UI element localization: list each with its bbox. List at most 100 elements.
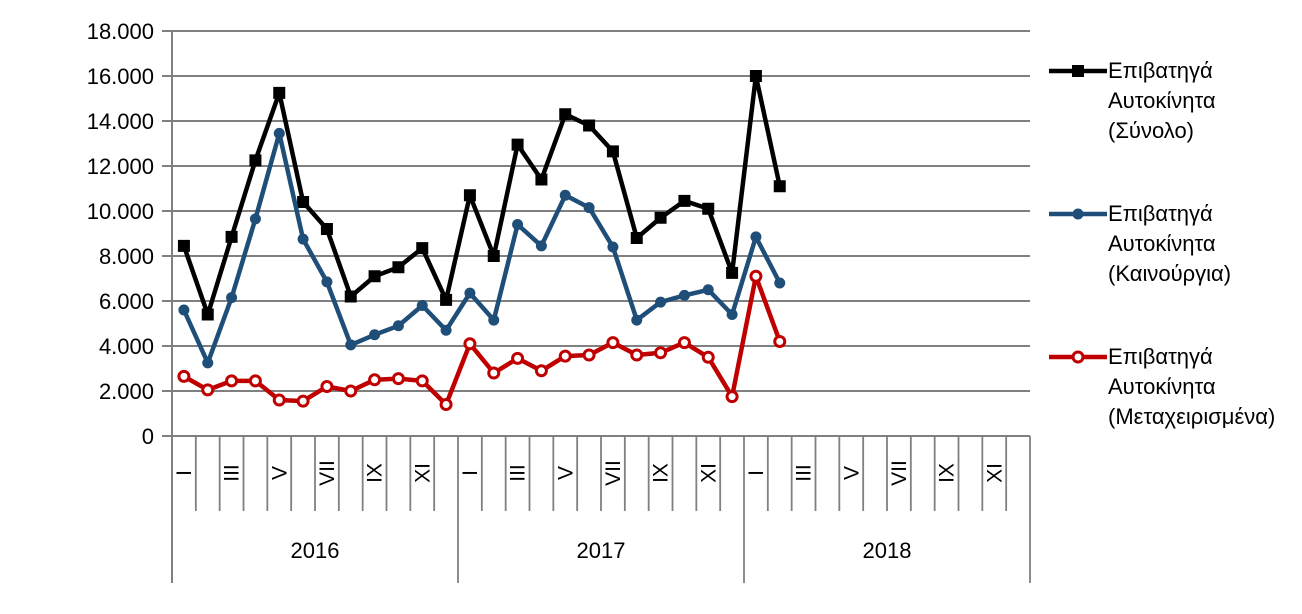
data-point-open-circle xyxy=(487,366,501,380)
legend-label-line: Αυτοκίνητα xyxy=(1108,231,1216,256)
legend-label-line: Επιβατηγά xyxy=(1108,344,1213,369)
data-point-square xyxy=(606,145,619,158)
legend-marker-glyph xyxy=(1049,65,1107,77)
series-used xyxy=(177,269,787,411)
year-label: 2016 xyxy=(291,538,340,563)
data-point-circle xyxy=(202,357,214,369)
data-point-open-circle xyxy=(415,374,429,388)
data-point-circle xyxy=(369,329,381,341)
legend-entry-total: Επιβατηγά Αυτοκίνητα (Σύνολο) xyxy=(1048,56,1298,146)
legend-marker-new-circle-icon xyxy=(1048,202,1108,226)
data-point-square xyxy=(368,270,381,283)
data-point-square xyxy=(773,180,786,193)
month-tick-label: IX xyxy=(936,463,959,483)
legend-label-line: Επιβατηγά xyxy=(1108,201,1213,226)
data-point-open-circle xyxy=(606,336,620,350)
month-tick-label: XI xyxy=(411,463,434,483)
data-point-square xyxy=(463,189,476,202)
legend-marker-glyph xyxy=(1049,350,1107,364)
y-tick-label: 4.000 xyxy=(99,334,154,359)
legend-entry-new: Επιβατηγά Αυτοκίνητα (Καινούργια) xyxy=(1048,199,1298,289)
data-point-circle xyxy=(583,202,595,214)
y-tick-label: 10.000 xyxy=(87,199,154,224)
data-point-circle xyxy=(535,240,547,252)
series-total xyxy=(177,70,786,321)
y-gridlines xyxy=(162,30,1030,437)
data-point-circle xyxy=(440,324,452,336)
data-point-circle xyxy=(321,276,333,288)
data-point-open-circle xyxy=(701,350,715,364)
month-tick-label: XI xyxy=(697,463,720,483)
data-point-square xyxy=(678,194,691,207)
data-point-square xyxy=(583,119,596,132)
data-point-square xyxy=(201,308,214,321)
data-point-square xyxy=(630,232,643,244)
data-point-circle xyxy=(607,241,619,253)
legend: Επιβατηγά Αυτοκίνητα (Σύνολο) Επιβατηγά … xyxy=(1048,56,1298,432)
data-point-square xyxy=(297,196,310,208)
data-point-circle xyxy=(559,189,571,201)
data-point-circle xyxy=(273,127,285,139)
month-tick-label: I xyxy=(745,470,768,476)
data-point-open-circle xyxy=(248,374,262,388)
data-point-square xyxy=(249,154,262,167)
data-point-square xyxy=(440,293,453,306)
month-tick-label: V xyxy=(554,466,577,480)
data-point-square xyxy=(559,108,572,121)
legend-label-line: Αυτοκίνητα xyxy=(1108,374,1216,399)
data-point-open-circle xyxy=(439,398,453,411)
legend-marker-total-square-icon xyxy=(1048,59,1108,83)
month-tick-label: V xyxy=(840,466,863,480)
y-tick-label: 6.000 xyxy=(99,289,154,314)
data-point-open-circle xyxy=(368,373,382,387)
month-tick-label: I xyxy=(459,470,482,476)
legend-marker-glyph xyxy=(1049,208,1107,220)
data-point-open-circle xyxy=(511,351,525,365)
month-tick-label: III xyxy=(221,464,244,482)
data-point-circle xyxy=(726,309,738,320)
data-point-open-circle xyxy=(749,269,763,283)
data-point-open-circle xyxy=(677,336,691,350)
legend-label-total: Επιβατηγά Αυτοκίνητα (Σύνολο) xyxy=(1108,56,1216,146)
data-point-open-circle xyxy=(201,383,215,397)
legend-label-used: Επιβατηγά Αυτοκίνητα (Μεταχειρισμένα) xyxy=(1108,342,1275,432)
data-point-square xyxy=(225,230,238,243)
data-point-open-circle xyxy=(296,394,310,408)
y-tick-label: 2.000 xyxy=(99,379,154,404)
x-axis-ticks xyxy=(171,436,1031,583)
x-year-labels: 2016 2017 2018 xyxy=(291,538,912,563)
data-point-open-circle xyxy=(558,349,572,363)
data-point-circle xyxy=(702,284,714,296)
legend-marker-used-open-circle-icon xyxy=(1048,345,1108,369)
data-point-square xyxy=(702,202,715,215)
data-point-square xyxy=(320,223,333,235)
month-tick-label: XI xyxy=(983,463,1006,483)
data-point-circle xyxy=(297,233,309,245)
data-point-open-circle xyxy=(272,393,286,407)
data-point-circle xyxy=(655,296,667,308)
data-point-square xyxy=(654,211,667,224)
legend-entry-used: Επιβατηγά Αυτοκίνητα (Μεταχειρισμένα) xyxy=(1048,342,1298,432)
data-point-square xyxy=(344,290,357,303)
series-new xyxy=(178,127,786,369)
y-tick-label: 8.000 xyxy=(99,244,154,269)
y-tick-label: 18.000 xyxy=(87,19,154,44)
legend-label-new: Επιβατηγά Αυτοκίνητα (Καινούργια) xyxy=(1108,199,1231,289)
data-point-open-circle xyxy=(773,335,787,348)
data-point-circle xyxy=(512,219,524,230)
month-tick-label: I xyxy=(173,470,196,476)
y-tick-label: 14.000 xyxy=(87,109,154,134)
data-point-open-circle xyxy=(391,372,405,386)
data-point-circle xyxy=(678,289,690,301)
data-point-square xyxy=(511,138,524,151)
data-point-circle xyxy=(392,320,404,332)
data-point-circle xyxy=(774,277,786,289)
data-point-square xyxy=(273,86,286,99)
data-point-circle xyxy=(345,339,357,351)
data-point-square xyxy=(487,250,500,262)
data-point-square xyxy=(416,242,429,255)
data-point-circle xyxy=(416,300,428,311)
legend-label-line: Αυτοκίνητα xyxy=(1108,88,1216,113)
data-point-square xyxy=(749,70,762,82)
data-point-open-circle xyxy=(725,390,739,404)
